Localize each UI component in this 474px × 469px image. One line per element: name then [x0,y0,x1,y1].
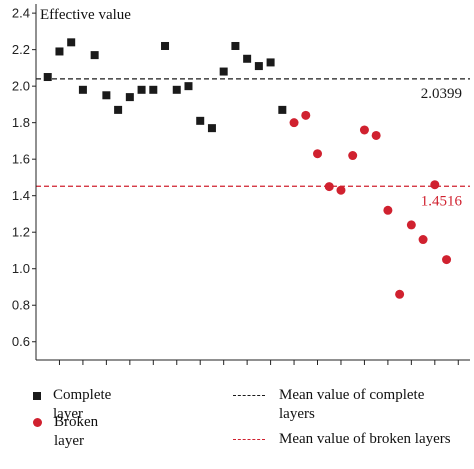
y-tick-label: 0.8 [12,298,30,313]
legend-label: Broken layer [54,414,99,449]
complete-layer-point [90,51,99,60]
reference-lines: 2.0399 1.4516 [36,78,470,209]
broken-layer-point [313,149,323,159]
broken-layer-point [383,205,393,215]
y-tick-label: 1.8 [12,115,30,130]
broken-layer-point [442,255,452,265]
complete-layer-point [43,73,52,82]
broken-layer-point [406,220,416,230]
complete-layer-point [184,82,193,91]
broken-layer-point [359,125,369,135]
complete-layer-point [254,62,263,71]
broken-layer-point [348,151,358,161]
y-tick-label: 1.0 [12,261,30,276]
complete-layer-point [102,91,111,100]
legend-item-mean-complete: Mean value of complete layers [233,386,458,424]
chart: 2.0399 1.4516 0.6 0.8 1.0 1.2 1.4 1.6 1.8 2.0 2.2… [12,4,470,365]
broken-layer-point [395,289,405,299]
axes: 0.6 0.8 1.0 1.2 1.4 1.6 1.8 2.0 2.2 2.4 [12,4,470,365]
complete-layer-point [266,58,275,67]
complete-layer-point [67,38,76,47]
y-tick-label: 2.0 [12,79,30,94]
complete-layer-point [78,85,87,94]
y-tick-label: 2.2 [12,42,30,57]
broken-layer-point [324,182,334,192]
broken-layer-point [301,110,311,120]
dashed-line-icon [233,395,265,396]
y-tick-label: 1.2 [12,225,30,240]
complete-layer-point [231,41,240,50]
circle-marker-icon [33,418,42,427]
y-tick-label: 1.6 [12,152,30,167]
complete-layer-point [196,116,205,125]
data-points [43,38,452,299]
legend-label: Mean value of broken layers [279,431,451,447]
dashed-line-icon [233,439,265,440]
broken-layer-point [418,235,428,245]
broken-layer-point [371,130,381,140]
y-tick-label: 1.4 [12,188,30,203]
complete-layer-point [125,93,134,102]
complete-layer-point [172,85,181,94]
square-marker-icon [33,392,41,400]
legend-item-broken-layer: Broken layer [28,413,98,451]
complete-layer-point [219,67,228,76]
complete-layer-point [278,105,287,114]
legend-item-mean-broken: Mean value of broken layers [233,430,458,449]
complete-layer-point [114,105,123,114]
complete-layer-point [149,85,158,94]
y-tick-label: 0.6 [12,334,30,349]
legend-label: Complete layer [53,387,112,422]
complete-layer-point [137,85,146,94]
legend-label: Mean value of complete layers [279,387,425,422]
complete-layer-point [55,47,64,56]
mean-line-label: 1.4516 [421,193,463,209]
complete-layer-point [243,54,252,63]
y-tick-label: 2.4 [12,6,30,21]
complete-layer-point [161,41,170,50]
broken-layer-point [336,185,346,195]
mean-line-label: 2.0399 [421,86,462,102]
broken-layer-point [289,118,299,128]
complete-layer-point [207,124,216,133]
legend-item-complete-layer: Complete layer [28,386,111,424]
y-axis-label: Effective value [40,7,131,23]
broken-layer-point [430,180,440,190]
